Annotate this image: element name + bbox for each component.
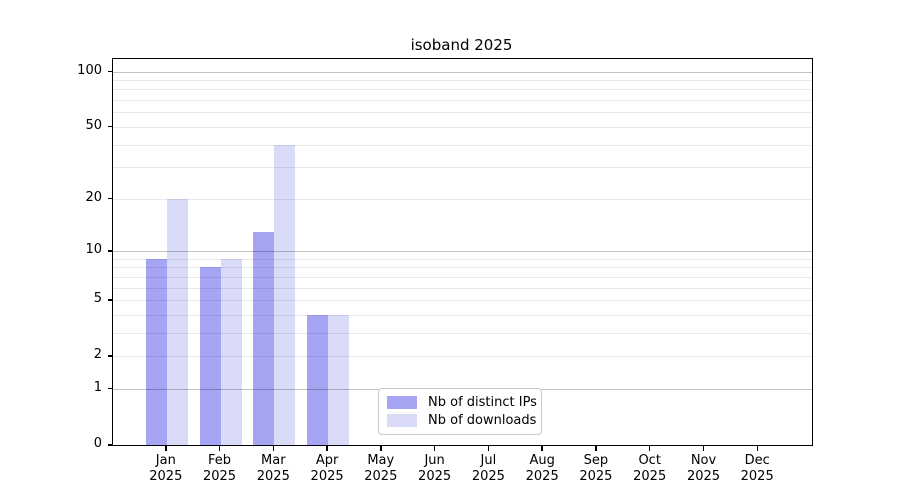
minor-gridline (113, 267, 812, 269)
x-tick-label-jan: Jan 2025 (149, 453, 183, 484)
y-tick-label: 2 (93, 347, 102, 363)
y-tick-label: 0 (93, 436, 102, 451)
x-tick-label-jul: Jul 2025 (471, 453, 505, 484)
y-axis-tick (108, 70, 113, 73)
x-axis-tick (218, 445, 221, 451)
y-tick-label: 5 (93, 291, 102, 306)
minor-gridline (113, 258, 812, 260)
y-axis-tick (108, 355, 113, 357)
x-axis-tick (702, 445, 705, 451)
x-axis-tick (487, 445, 490, 451)
x-tick-label-aug: Aug 2025 (525, 453, 559, 484)
bar-jan-ips (145, 258, 167, 445)
y-tick-label: 50 (85, 117, 102, 133)
y-axis-tick (108, 250, 113, 252)
major-gridline (113, 251, 812, 252)
minor-gridline (113, 100, 812, 102)
bar-feb-downloads (220, 258, 242, 445)
x-axis-tick (595, 445, 597, 451)
x-tick-label-oct: Oct 2025 (633, 453, 667, 484)
x-tick-label-nov: Nov 2025 (686, 453, 721, 484)
x-axis-tick (272, 445, 275, 451)
minor-gridline (113, 112, 812, 114)
bar-jan-downloads (166, 198, 188, 445)
x-axis-tick (380, 445, 382, 451)
x-axis-tick (541, 445, 543, 451)
bar-mar-ips (253, 231, 275, 445)
minor-gridline (113, 80, 812, 81)
x-tick-label-feb: Feb 2025 (202, 453, 237, 484)
plot-area: Nb of distinct IPs Nb of downloads (112, 58, 813, 446)
minor-gridline (113, 276, 812, 278)
minor-gridline (113, 89, 812, 91)
legend-label-distinct-ips: Nb of distinct IPs (428, 395, 537, 411)
x-axis-tick (165, 445, 167, 451)
x-tick-label-sep: Sep 2025 (579, 453, 613, 484)
x-tick-label-may: May 2025 (364, 453, 398, 484)
legend-swatch-distinct-ips (387, 396, 417, 410)
minor-gridline (113, 314, 812, 316)
minor-gridline (113, 144, 812, 146)
x-tick-label-apr: Apr 2025 (310, 453, 344, 484)
y-tick-label: 100 (77, 62, 102, 78)
x-axis-tick (756, 445, 758, 451)
minor-gridline (113, 167, 812, 169)
minor-gridline (113, 126, 812, 128)
legend-item-downloads: Nb of downloads (387, 412, 537, 430)
minor-gridline (113, 332, 812, 334)
legend: Nb of distinct IPs Nb of downloads (378, 388, 542, 435)
y-tick-label: 20 (85, 189, 102, 205)
bar-mar-downloads (274, 144, 296, 445)
chart-title: isoband 2025 (410, 36, 513, 54)
y-axis-tick (108, 444, 113, 446)
y-axis-tick (108, 125, 113, 128)
y-axis-tick (108, 387, 113, 390)
legend-label-downloads: Nb of downloads (428, 412, 537, 428)
y-axis-tick (108, 299, 113, 301)
minor-gridline (113, 356, 812, 358)
minor-gridline (113, 287, 812, 289)
x-axis-tick (433, 445, 436, 451)
bar-apr-ips (307, 314, 329, 445)
x-tick-label-mar: Mar 2025 (256, 453, 290, 484)
x-axis-tick (648, 445, 651, 451)
minor-gridline (113, 198, 812, 200)
x-axis-tick (326, 445, 328, 451)
bar-apr-downloads (328, 314, 350, 445)
bar-feb-ips (199, 267, 221, 445)
y-axis-tick (108, 197, 113, 200)
major-gridline (113, 71, 812, 73)
minor-gridline (113, 300, 812, 301)
legend-swatch-downloads (387, 413, 417, 427)
x-tick-label-dec: Dec 2025 (740, 453, 774, 484)
x-tick-label-jun: Jun 2025 (418, 453, 452, 484)
y-tick-label: 10 (85, 242, 102, 257)
legend-item-distinct-ips: Nb of distinct IPs (387, 394, 537, 412)
y-tick-label: 1 (93, 379, 102, 395)
